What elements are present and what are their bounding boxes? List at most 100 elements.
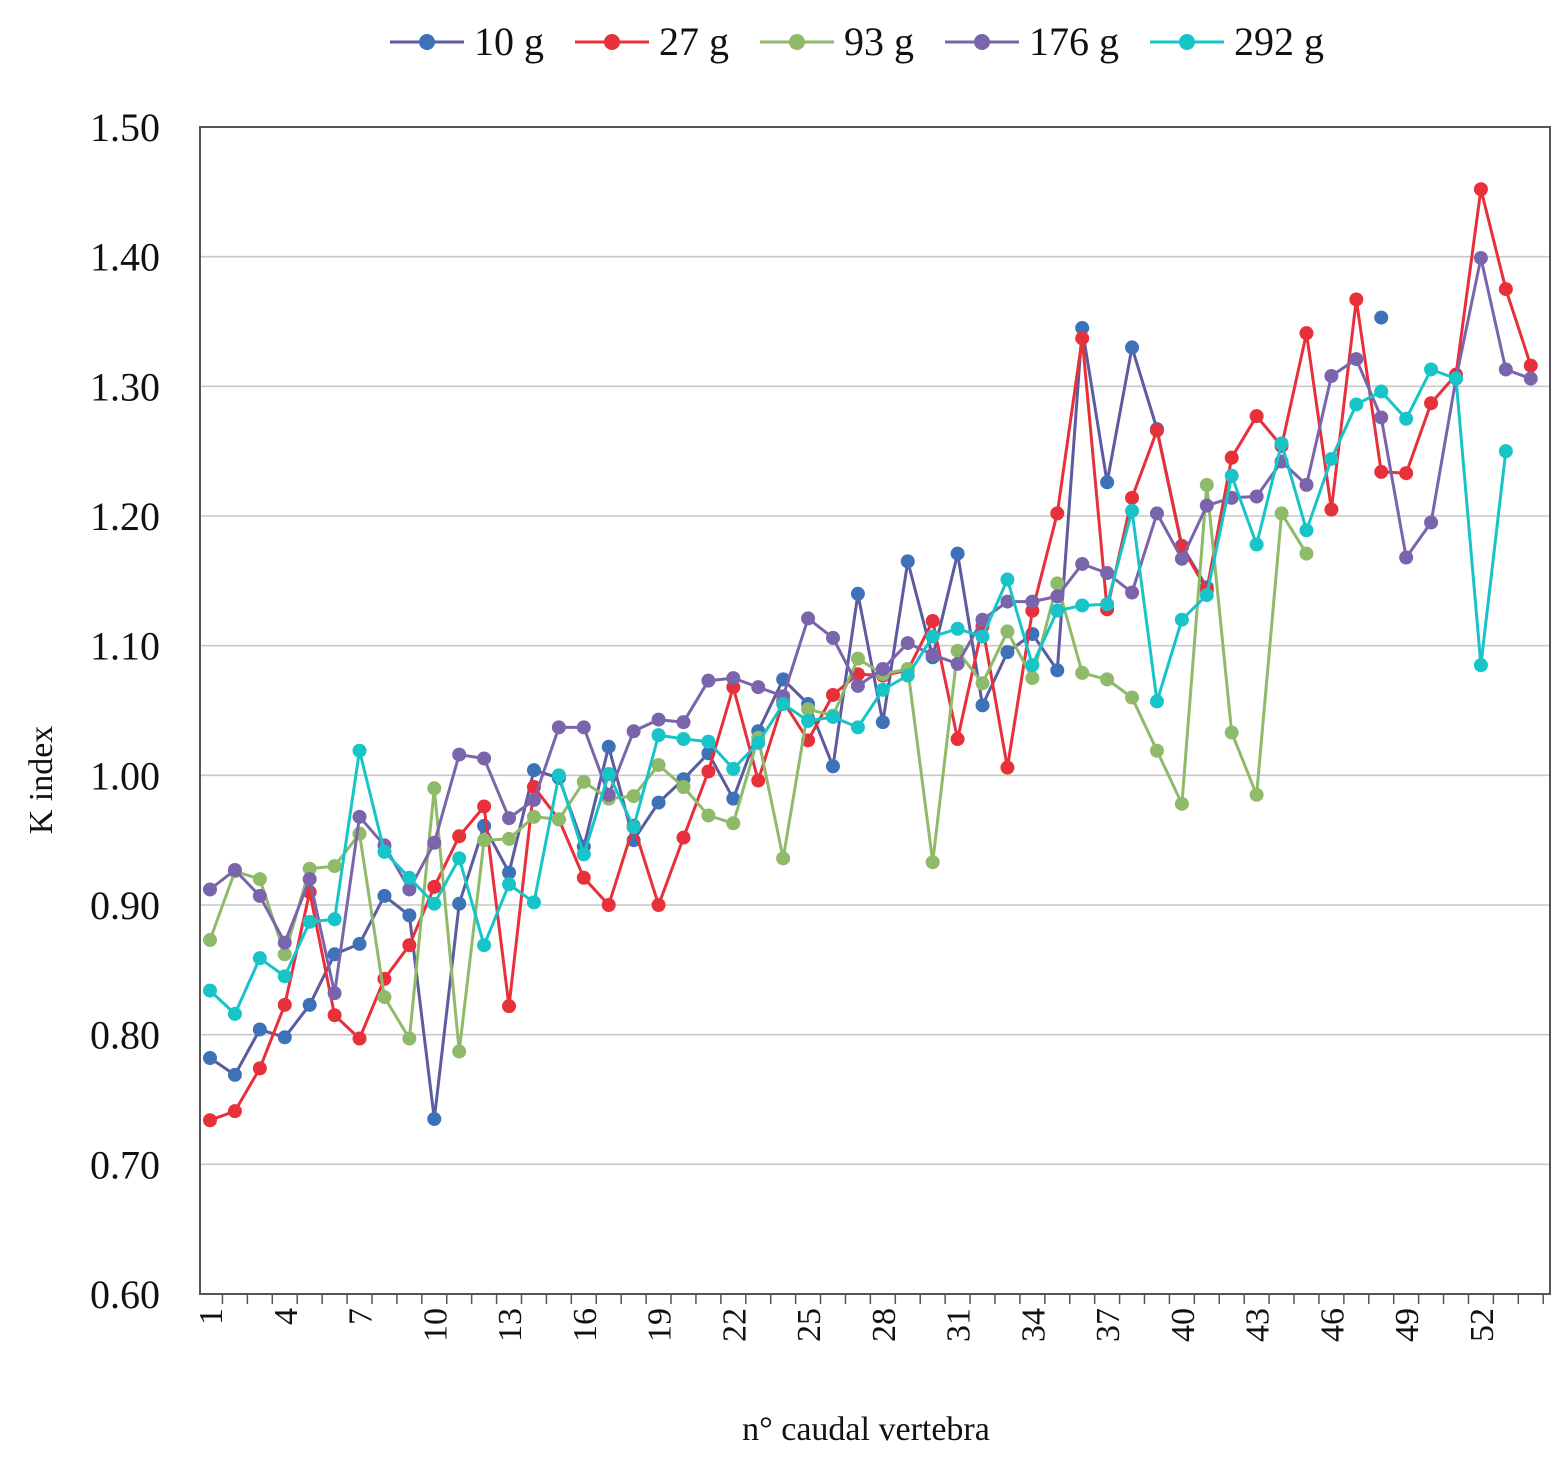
data-point bbox=[1050, 576, 1065, 591]
data-point bbox=[1324, 502, 1339, 517]
plot-area-frame bbox=[199, 126, 1551, 1295]
data-point bbox=[1349, 292, 1364, 307]
x-tick-label: 13 bbox=[492, 1308, 529, 1342]
data-point bbox=[1274, 506, 1289, 521]
y-tick-label: 1.00 bbox=[90, 753, 160, 798]
data-point bbox=[1000, 594, 1015, 609]
data-point bbox=[402, 870, 417, 885]
data-point bbox=[502, 877, 517, 892]
data-point bbox=[477, 818, 492, 833]
y-tick-label: 0.90 bbox=[90, 883, 160, 928]
data-point bbox=[377, 888, 392, 903]
series-line bbox=[208, 483, 1308, 1053]
series-93-g bbox=[203, 477, 1314, 1059]
x-tick-label: 28 bbox=[866, 1308, 903, 1342]
data-point bbox=[1000, 760, 1015, 775]
data-point bbox=[277, 1030, 292, 1045]
data-point bbox=[1374, 310, 1389, 325]
data-point bbox=[975, 676, 990, 691]
data-point bbox=[427, 896, 442, 911]
y-tick-label: 1.40 bbox=[90, 235, 160, 280]
data-point bbox=[327, 986, 342, 1001]
data-point bbox=[1349, 397, 1364, 412]
data-point bbox=[776, 697, 791, 712]
data-point bbox=[352, 826, 367, 841]
legend-item: 10 g bbox=[390, 19, 544, 64]
data-point bbox=[651, 795, 666, 810]
data-point bbox=[676, 732, 691, 747]
data-point bbox=[626, 789, 641, 804]
data-point bbox=[950, 656, 965, 671]
data-point bbox=[1274, 436, 1289, 451]
data-point bbox=[352, 1031, 367, 1046]
data-point bbox=[900, 554, 915, 569]
data-point bbox=[925, 614, 940, 629]
data-point bbox=[227, 1006, 242, 1021]
data-point bbox=[1149, 694, 1164, 709]
data-point bbox=[1149, 423, 1164, 438]
data-point bbox=[1498, 282, 1513, 297]
data-point bbox=[1125, 503, 1140, 518]
data-point bbox=[1249, 787, 1264, 802]
data-point bbox=[402, 1031, 417, 1046]
data-point bbox=[676, 715, 691, 730]
data-point bbox=[950, 621, 965, 636]
data-point bbox=[801, 611, 816, 626]
data-point bbox=[826, 630, 840, 645]
data-point bbox=[751, 773, 766, 788]
legend: 10 g 27 g 93 g 176 g 292 g bbox=[390, 19, 1324, 64]
legend-label: 10 g bbox=[474, 19, 544, 64]
data-point bbox=[1149, 743, 1164, 758]
data-point bbox=[850, 651, 865, 666]
data-point bbox=[1249, 537, 1264, 552]
x-tick-label: 1 bbox=[193, 1308, 230, 1325]
data-point bbox=[402, 938, 417, 953]
data-point bbox=[576, 847, 591, 862]
data-point bbox=[427, 781, 442, 796]
x-tick-label: 19 bbox=[642, 1308, 679, 1342]
data-point bbox=[900, 636, 915, 651]
series-line bbox=[209, 326, 1209, 1121]
data-point bbox=[1100, 475, 1115, 490]
data-point bbox=[1075, 331, 1090, 346]
data-point bbox=[950, 643, 965, 658]
data-point bbox=[203, 1113, 217, 1128]
data-point bbox=[801, 713, 816, 728]
y-tick-label: 1.10 bbox=[90, 624, 160, 669]
data-point bbox=[502, 999, 517, 1014]
data-point bbox=[1374, 410, 1389, 425]
y-tick-label: 0.70 bbox=[90, 1142, 160, 1187]
y-tick-label: 1.30 bbox=[90, 364, 160, 409]
data-point bbox=[1473, 250, 1488, 265]
data-point bbox=[701, 808, 716, 823]
x-axis-title: n° caudal vertebra bbox=[742, 1411, 990, 1448]
data-point bbox=[875, 662, 890, 677]
y-tick-label: 1.50 bbox=[90, 105, 160, 150]
data-point bbox=[1025, 594, 1040, 609]
data-point bbox=[1473, 658, 1488, 673]
x-tick-label: 25 bbox=[791, 1308, 828, 1342]
series-292-g bbox=[203, 362, 1513, 1021]
data-point bbox=[252, 951, 267, 966]
data-point bbox=[1424, 362, 1439, 377]
data-point bbox=[1374, 464, 1389, 479]
x-tick-label: 52 bbox=[1464, 1308, 1501, 1342]
data-point bbox=[975, 698, 990, 713]
data-point bbox=[826, 759, 840, 774]
data-point bbox=[502, 831, 517, 846]
data-point bbox=[277, 997, 292, 1012]
data-point bbox=[352, 936, 367, 951]
data-point bbox=[352, 743, 367, 758]
data-point bbox=[801, 702, 816, 717]
legend-item: 27 g bbox=[575, 19, 729, 64]
legend-item: 93 g bbox=[760, 19, 914, 64]
x-tick-label: 43 bbox=[1240, 1308, 1277, 1342]
data-point bbox=[676, 830, 691, 845]
data-point bbox=[526, 809, 541, 824]
data-point bbox=[701, 734, 716, 749]
data-point bbox=[551, 812, 566, 827]
data-point bbox=[1249, 489, 1264, 504]
data-point bbox=[1399, 411, 1414, 426]
y-tick-label: 1.20 bbox=[90, 494, 160, 539]
